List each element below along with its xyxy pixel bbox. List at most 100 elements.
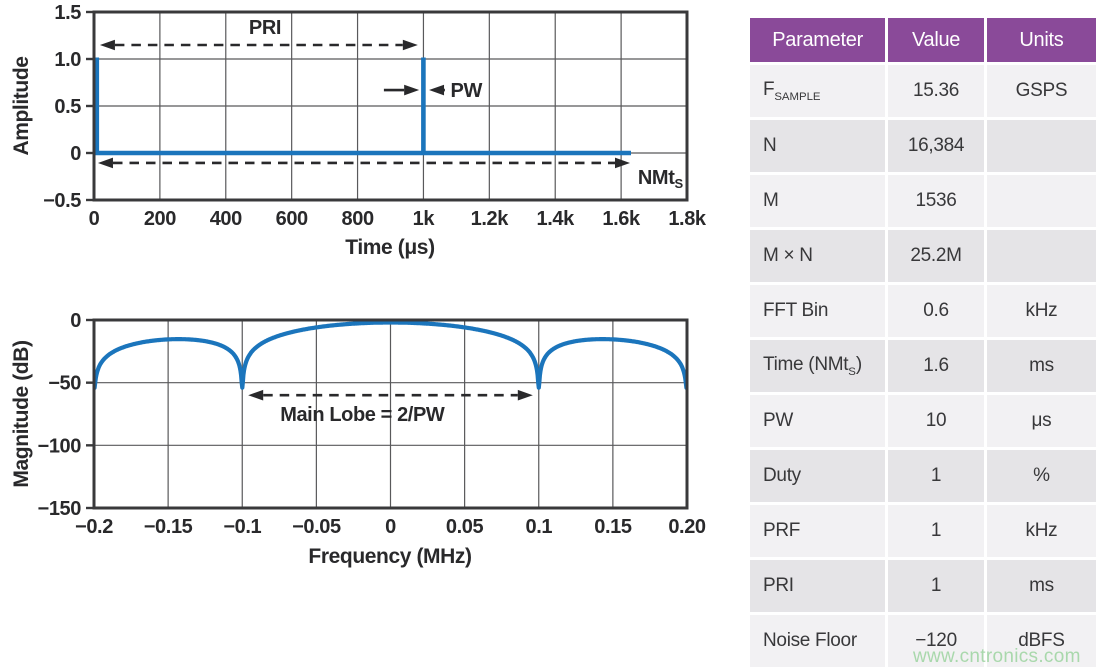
pri-label: PRI xyxy=(249,17,281,39)
x-tick-label: −0.2 xyxy=(75,516,113,538)
arrowhead xyxy=(97,157,113,169)
x-tick-label: −0.1 xyxy=(223,516,261,538)
charts-svg: 0 200 400 600 800 1k 1.2k 1.4k 1.6k 1.8k 1.5 1.0 0.5… xyxy=(10,2,707,568)
table-row: PRI 1 ms xyxy=(750,560,1096,612)
param-cell: Time (NMtS) xyxy=(750,340,886,392)
x-tick-label: 600 xyxy=(276,208,308,230)
value-cell: 1 xyxy=(888,560,984,612)
table-header-value: Value xyxy=(888,18,984,62)
table-row: Time (NMtS) 1.6 ms xyxy=(750,340,1096,392)
x-tick-label: 0.20 xyxy=(668,516,706,538)
arrowhead xyxy=(615,157,631,169)
series xyxy=(94,57,631,156)
value-cell: 16,384 xyxy=(888,120,984,172)
units-cell: ms xyxy=(986,560,1096,612)
units-cell: μs xyxy=(986,395,1096,447)
units-cell: ms xyxy=(986,340,1096,392)
x-axis-title: Frequency (MHz) xyxy=(308,545,471,568)
series xyxy=(92,320,689,390)
y-axis-title: Magnitude (dB) xyxy=(10,340,33,487)
watermark: www.cntronics.com xyxy=(913,646,1081,667)
y-tick-label: −150 xyxy=(38,498,82,520)
y-tick-label: 0.5 xyxy=(54,96,81,118)
arrowhead xyxy=(429,84,445,96)
units-cell: dBFS xyxy=(986,615,1096,667)
value-cell: 0.6 xyxy=(888,285,984,337)
x-axis-title: Time (μs) xyxy=(345,236,434,259)
value-cell: 10 xyxy=(888,395,984,447)
x-tick-label: 400 xyxy=(210,208,242,230)
value-cell: −120 xyxy=(888,615,984,667)
annotations: PRI PW NMtS xyxy=(97,17,684,191)
x-tick-label: 1.4k xyxy=(537,208,576,230)
y-tick-label: −100 xyxy=(38,435,82,457)
axis-ticks xyxy=(86,10,93,202)
x-tick-label: 200 xyxy=(144,208,176,230)
table-row: FSAMPLE 15.36 GSPS xyxy=(750,65,1096,117)
param-cell: FSAMPLE xyxy=(750,65,886,117)
param-cell: Duty xyxy=(750,450,886,502)
value-cell: 1 xyxy=(888,505,984,557)
sinc-curve xyxy=(92,320,689,390)
table-row: Noise Floor −120 dBFS xyxy=(750,615,1096,667)
table-header-units: Units xyxy=(986,18,1096,62)
pw-label: PW xyxy=(451,80,483,102)
table-row: N 16,384 xyxy=(750,120,1096,172)
x-tick-label: −0.05 xyxy=(292,516,341,538)
param-cell: Noise Floor xyxy=(750,615,886,667)
units-cell: kHz xyxy=(986,285,1096,337)
units-cell: GSPS xyxy=(986,65,1096,117)
param-cell: PRF xyxy=(750,505,886,557)
x-tick-label: 0.05 xyxy=(446,516,484,538)
x-tick-label: 0.1 xyxy=(525,516,552,538)
param-cell: PW xyxy=(750,395,886,447)
arrowhead xyxy=(402,39,418,51)
plot-frame xyxy=(92,318,689,510)
param-cell: N xyxy=(750,120,886,172)
table-row: PW 10 μs xyxy=(750,395,1096,447)
table-row: M × N 25.2M xyxy=(750,230,1096,282)
units-cell xyxy=(986,120,1096,172)
y-axis-title: Amplitude xyxy=(10,56,33,155)
tick-labels: 0 200 400 600 800 1k 1.2k 1.4k 1.6k 1.8k 1.5 1.0 0.5… xyxy=(43,2,707,230)
table-row: Duty 1% xyxy=(750,450,1096,502)
pulse-spectrum-chart: −0.2 −0.15 −0.1 −0.05 0 0.05 0.1 0.15 0.20 0 −50 −1… xyxy=(10,310,706,568)
y-tick-label: −0.5 xyxy=(43,190,81,212)
table-header-parameter: Parameter xyxy=(750,18,886,62)
y-tick-label: 0 xyxy=(70,310,81,332)
x-tick-label: 1.2k xyxy=(471,208,510,230)
arrowhead xyxy=(517,389,533,401)
grid xyxy=(93,11,688,201)
units-cell: % xyxy=(986,450,1096,502)
main-lobe-label: Main Lobe = 2/PW xyxy=(280,404,445,426)
param-cell: M × N xyxy=(750,230,886,282)
arrowhead xyxy=(99,39,115,51)
plot-frame xyxy=(92,10,689,202)
x-tick-label: 1.6k xyxy=(602,208,641,230)
x-tick-label: 0.15 xyxy=(594,516,632,538)
x-tick-label: 1k xyxy=(413,208,436,230)
x-tick-label: 800 xyxy=(342,208,374,230)
units-cell: kHz xyxy=(986,505,1096,557)
annotations: Main Lobe = 2/PW xyxy=(248,389,533,426)
table-header-row: Parameter Value Units xyxy=(750,18,1096,62)
y-tick-label: 0 xyxy=(70,143,81,165)
x-tick-label: 1.8k xyxy=(668,208,707,230)
y-tick-label: −50 xyxy=(48,373,81,395)
value-cell: 15.36 xyxy=(888,65,984,117)
units-cell xyxy=(986,175,1096,227)
value-cell: 1.6 xyxy=(888,340,984,392)
nmts-label: NMtS xyxy=(638,167,684,191)
units-cell xyxy=(986,230,1096,282)
arrowhead xyxy=(248,389,264,401)
table-row: FFT Bin 0.6 kHz xyxy=(750,285,1096,337)
param-cell: PRI xyxy=(750,560,886,612)
pulse-time-domain-chart: 0 200 400 600 800 1k 1.2k 1.4k 1.6k 1.8k 1.5 1.0 0.5… xyxy=(10,2,707,259)
x-tick-label: 0 xyxy=(385,516,396,538)
value-cell: 1 xyxy=(888,450,984,502)
y-tick-label: 1.5 xyxy=(54,2,81,24)
x-tick-label: −0.15 xyxy=(144,516,193,538)
table-row: M 1536 xyxy=(750,175,1096,227)
axis-ticks xyxy=(86,318,93,510)
